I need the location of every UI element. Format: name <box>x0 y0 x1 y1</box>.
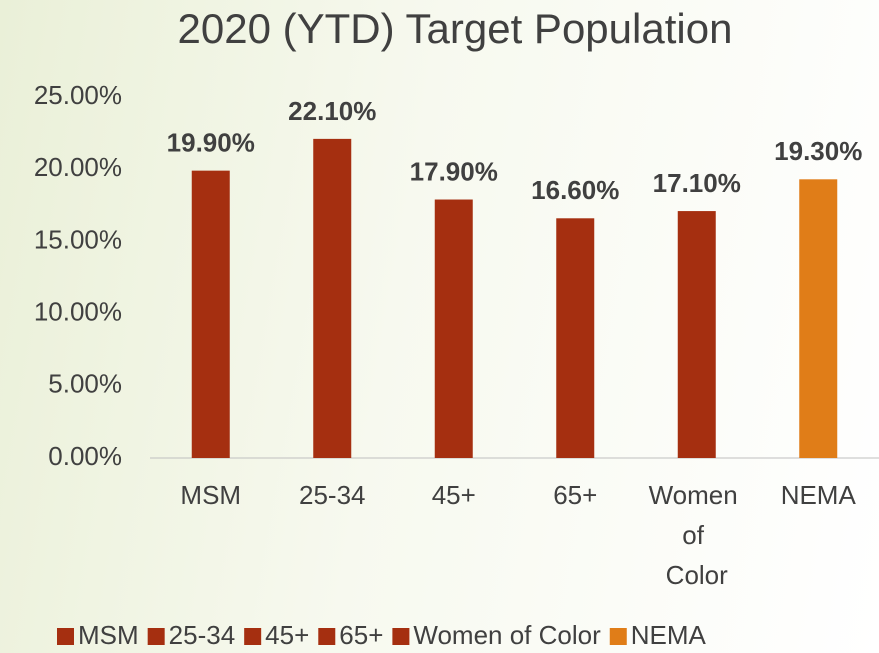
data-label: 19.30% <box>774 136 862 166</box>
legend-swatch <box>57 628 74 645</box>
bar <box>434 199 473 459</box>
data-label: 17.90% <box>410 156 498 186</box>
y-tick-label: 15.00% <box>34 224 122 254</box>
data-label: 17.10% <box>653 168 741 198</box>
bar <box>191 170 230 459</box>
x-tick-label: Women of Color <box>649 480 745 590</box>
legend-label: NEMA <box>631 620 707 650</box>
y-tick-label: 25.00% <box>34 80 122 110</box>
x-tick-label: NEMA <box>781 480 857 510</box>
data-label: 19.90% <box>167 128 255 158</box>
legend-swatch <box>147 628 165 645</box>
x-tick-label: MSM <box>180 480 241 510</box>
y-tick-label: 0.00% <box>48 441 122 471</box>
legend-label: 65+ <box>339 620 383 650</box>
legend-label: MSM <box>78 620 139 650</box>
x-tick-label: 45+ <box>432 480 476 510</box>
legend-label: 45+ <box>265 620 309 650</box>
bar <box>313 138 352 458</box>
legend-swatch <box>609 628 627 645</box>
x-tick-label: 25-34 <box>299 480 366 510</box>
bar <box>799 179 838 459</box>
legend-swatch <box>318 628 336 645</box>
y-tick-label: 5.00% <box>48 369 122 399</box>
chart-title: 2020 (YTD) Target Population <box>178 5 733 52</box>
bar <box>677 211 716 458</box>
bar <box>556 218 595 458</box>
x-tick-label: 65+ <box>553 480 597 510</box>
legend-label: Women of Color <box>413 620 601 650</box>
legend-swatch <box>244 628 262 645</box>
y-tick-label: 20.00% <box>34 152 122 182</box>
legend-label: 25-34 <box>169 620 236 650</box>
data-label: 16.60% <box>531 175 619 205</box>
data-label: 22.10% <box>288 96 376 126</box>
legend-swatch <box>392 628 410 645</box>
y-tick-label: 10.00% <box>34 296 122 326</box>
